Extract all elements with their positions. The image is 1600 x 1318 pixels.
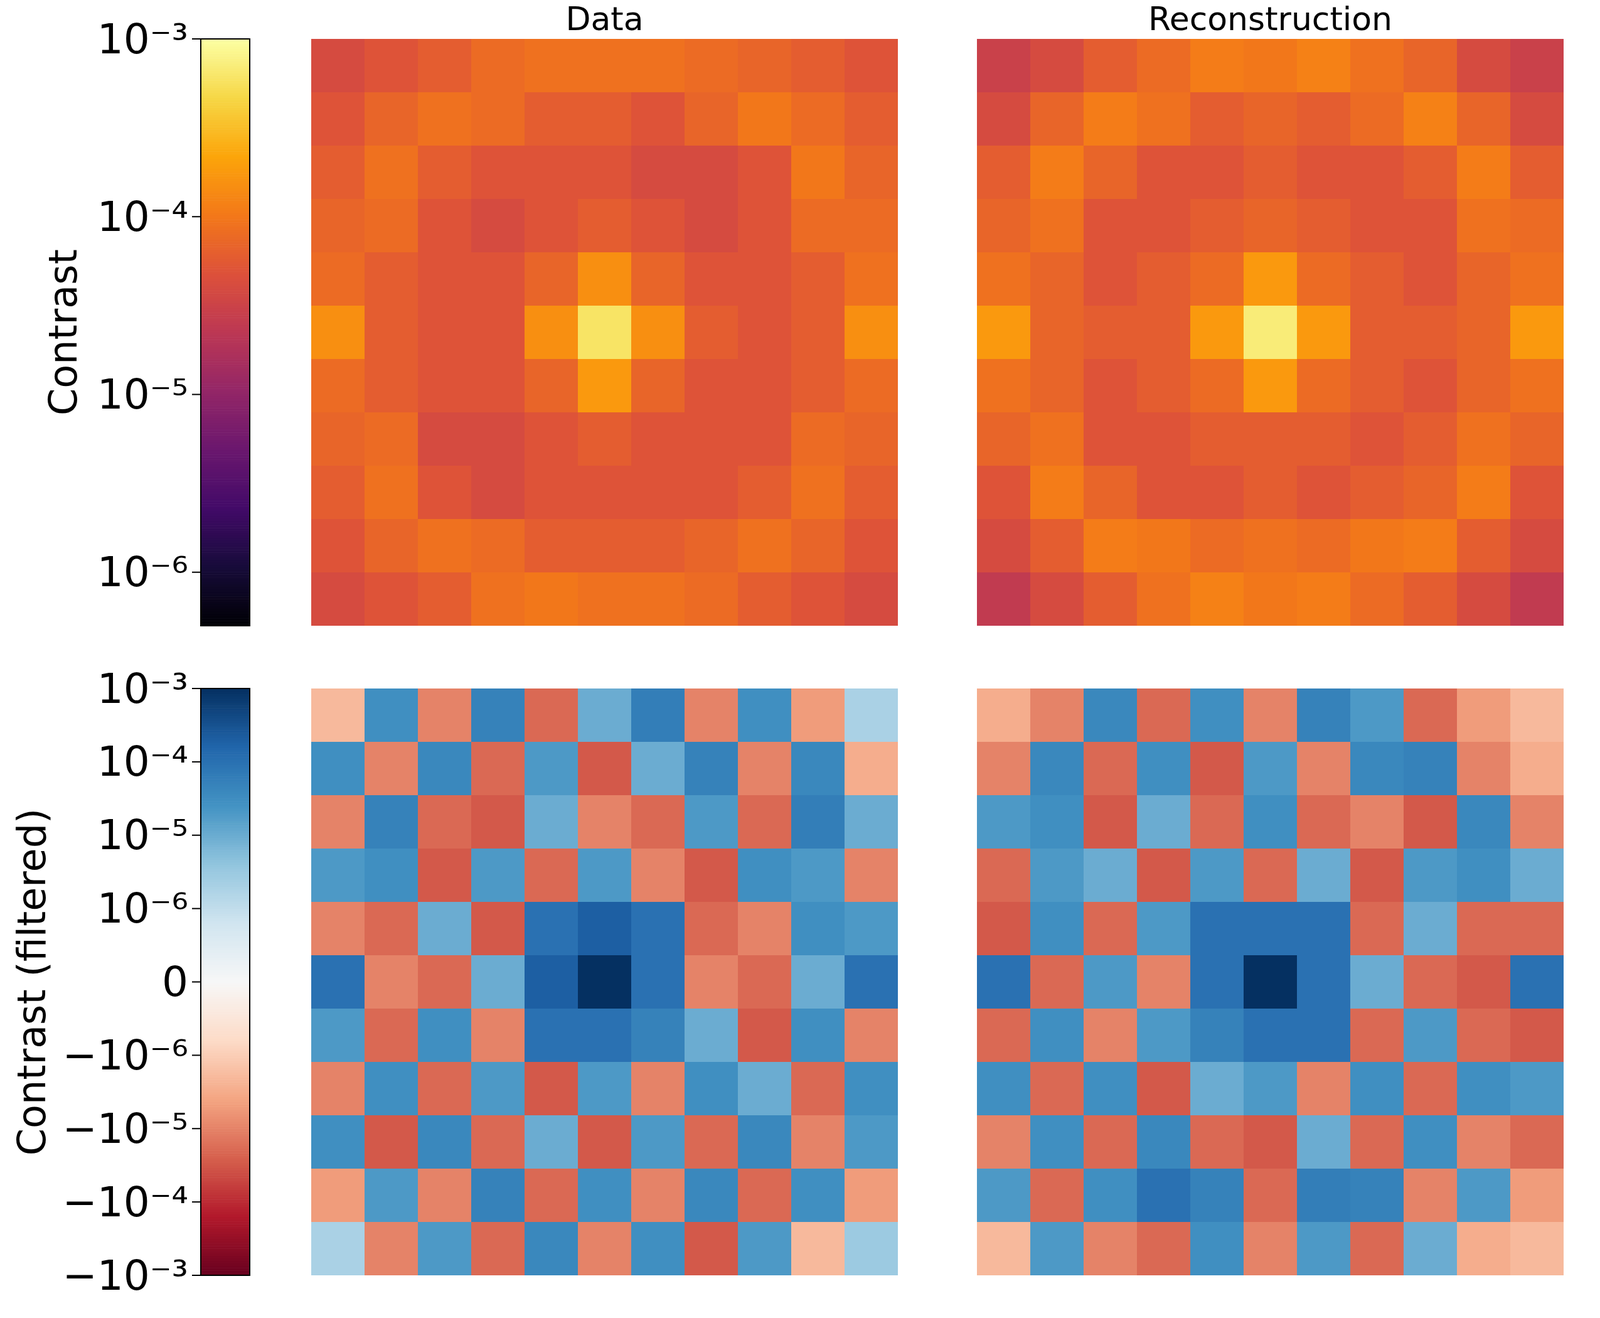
svg-text:10⁻⁶: 10⁻⁶ (97, 547, 189, 597)
svg-text:−10⁻⁴: −10⁻⁴ (62, 1177, 189, 1227)
svg-text:−10⁻⁶: −10⁻⁶ (62, 1030, 189, 1080)
svg-text:10⁻³: 10⁻³ (97, 664, 189, 713)
svg-text:10⁻⁴: 10⁻⁴ (97, 192, 189, 241)
svg-text:Reconstruction: Reconstruction (1148, 0, 1393, 38)
svg-text:Data: Data (565, 0, 644, 38)
svg-text:0: 0 (161, 957, 189, 1006)
svg-text:Contrast (filtered): Contrast (filtered) (8, 808, 55, 1156)
svg-text:10⁻⁵: 10⁻⁵ (97, 370, 189, 419)
svg-text:Contrast: Contrast (40, 249, 86, 416)
svg-text:10⁻⁵: 10⁻⁵ (97, 810, 189, 859)
svg-text:10⁻⁶: 10⁻⁶ (97, 884, 189, 933)
svg-text:−10⁻³: −10⁻³ (62, 1251, 189, 1300)
svg-text:10⁻⁴: 10⁻⁴ (97, 737, 189, 786)
svg-text:10⁻³: 10⁻³ (97, 15, 189, 64)
svg-text:−10⁻⁵: −10⁻⁵ (62, 1104, 189, 1153)
